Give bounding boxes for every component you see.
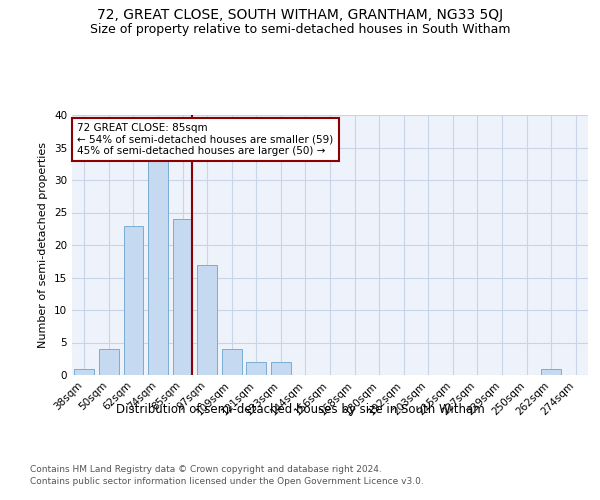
Text: Contains HM Land Registry data © Crown copyright and database right 2024.: Contains HM Land Registry data © Crown c… xyxy=(30,465,382,474)
Y-axis label: Number of semi-detached properties: Number of semi-detached properties xyxy=(38,142,49,348)
Bar xyxy=(247,362,266,375)
Text: Contains public sector information licensed under the Open Government Licence v3: Contains public sector information licen… xyxy=(30,478,424,486)
Bar xyxy=(541,368,561,375)
Bar xyxy=(148,160,168,375)
Text: 72 GREAT CLOSE: 85sqm
← 54% of semi-detached houses are smaller (59)
45% of semi: 72 GREAT CLOSE: 85sqm ← 54% of semi-deta… xyxy=(77,123,334,156)
Bar xyxy=(197,264,217,375)
Bar xyxy=(222,349,242,375)
Bar xyxy=(271,362,290,375)
Bar xyxy=(124,226,143,375)
Bar xyxy=(74,368,94,375)
Bar xyxy=(173,219,193,375)
Bar xyxy=(99,349,119,375)
Text: Size of property relative to semi-detached houses in South Witham: Size of property relative to semi-detach… xyxy=(90,22,510,36)
Text: Distribution of semi-detached houses by size in South Witham: Distribution of semi-detached houses by … xyxy=(116,402,484,415)
Text: 72, GREAT CLOSE, SOUTH WITHAM, GRANTHAM, NG33 5QJ: 72, GREAT CLOSE, SOUTH WITHAM, GRANTHAM,… xyxy=(97,8,503,22)
